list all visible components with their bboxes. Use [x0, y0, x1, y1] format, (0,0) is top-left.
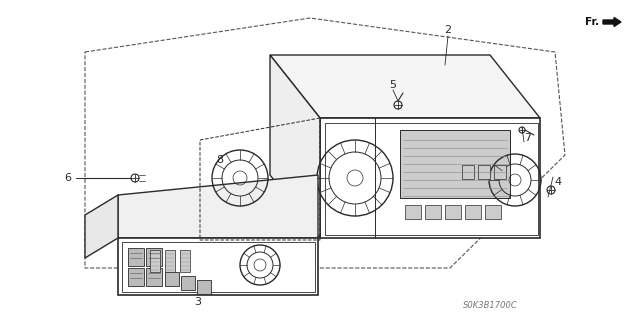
Polygon shape — [320, 118, 540, 238]
Text: 4: 4 — [554, 177, 561, 187]
Polygon shape — [270, 55, 540, 118]
Polygon shape — [197, 280, 211, 294]
Text: 3: 3 — [195, 297, 202, 307]
Polygon shape — [165, 250, 175, 272]
Text: 6: 6 — [65, 173, 72, 183]
Polygon shape — [118, 175, 318, 238]
Polygon shape — [400, 130, 510, 198]
Text: 8: 8 — [216, 155, 223, 165]
Polygon shape — [494, 165, 506, 179]
Polygon shape — [128, 248, 144, 266]
Polygon shape — [85, 195, 118, 258]
Text: Fr.: Fr. — [585, 17, 599, 27]
Polygon shape — [128, 268, 144, 286]
Polygon shape — [146, 268, 162, 286]
Polygon shape — [150, 250, 160, 272]
Polygon shape — [465, 205, 481, 219]
Polygon shape — [462, 165, 474, 179]
Polygon shape — [445, 205, 461, 219]
Text: 2: 2 — [444, 25, 452, 35]
Polygon shape — [270, 55, 320, 238]
FancyArrow shape — [603, 18, 621, 26]
Text: 5: 5 — [390, 80, 397, 90]
Polygon shape — [118, 238, 318, 295]
Text: 7: 7 — [524, 133, 532, 143]
Polygon shape — [405, 205, 421, 219]
Polygon shape — [485, 205, 501, 219]
Polygon shape — [146, 248, 162, 266]
Polygon shape — [478, 165, 490, 179]
Polygon shape — [181, 276, 195, 290]
Polygon shape — [180, 250, 190, 272]
Polygon shape — [165, 272, 179, 286]
Text: S0K3B1700C: S0K3B1700C — [463, 301, 517, 310]
Polygon shape — [425, 205, 441, 219]
